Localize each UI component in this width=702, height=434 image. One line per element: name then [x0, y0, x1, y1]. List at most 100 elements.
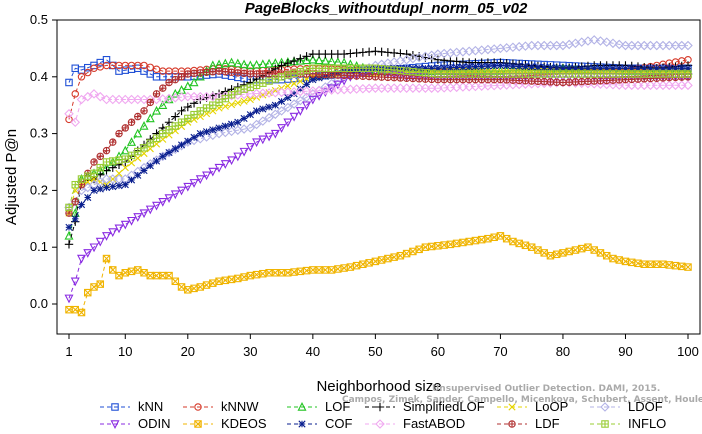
data-point-kdeos — [440, 241, 448, 249]
data-point-kdeos — [396, 252, 404, 260]
data-point-odin — [95, 237, 105, 247]
data-point-inflo — [128, 152, 135, 159]
data-point-ldf — [109, 138, 116, 146]
data-point-ldf — [509, 77, 517, 84]
data-point-cof — [684, 64, 692, 72]
data-point-kdeos — [140, 269, 148, 277]
data-point-fastabod — [614, 80, 625, 90]
data-point-ldf — [147, 99, 154, 106]
series-kdeos — [65, 232, 692, 317]
data-point-inflo — [472, 70, 479, 78]
data-point-cof — [271, 101, 279, 109]
data-point-kdeos — [578, 245, 586, 253]
data-point-cof — [96, 185, 104, 193]
data-point-kdeos — [534, 246, 542, 254]
data-point-inflo — [453, 70, 460, 78]
data-point-simplifiedlof — [302, 52, 311, 61]
data-point-ldf — [403, 75, 410, 82]
data-point-ldf — [153, 90, 160, 98]
data-point-inflo — [490, 70, 498, 78]
series-odin — [64, 67, 693, 304]
data-point-cof — [421, 64, 429, 72]
data-point-cof — [309, 76, 317, 84]
data-point-odin — [214, 163, 224, 173]
data-point-ldf — [503, 76, 510, 84]
data-point-ldf — [228, 69, 235, 76]
data-point-odin — [314, 91, 324, 101]
data-point-lof — [158, 100, 168, 109]
data-point-simplifiedlof — [214, 89, 224, 99]
data-point-cof — [559, 64, 567, 72]
data-point-ldof — [101, 174, 112, 184]
data-point-inflo — [597, 70, 604, 78]
data-point-ldof — [176, 140, 187, 151]
data-point-kdeos — [252, 271, 261, 279]
data-point-ldf — [159, 84, 166, 92]
data-point-cof — [65, 223, 73, 231]
data-point-odin — [139, 209, 149, 219]
data-point-kdeos — [165, 271, 173, 280]
data-point-ldf — [540, 78, 548, 85]
watermark-line-1: Unsupervised Outlier Detection. DAMI, 20… — [432, 384, 660, 394]
data-point-kdeos — [102, 254, 111, 263]
data-point-lof — [314, 55, 324, 65]
data-point-inflo — [578, 70, 585, 78]
data-point-cof — [115, 182, 123, 190]
data-point-ldf — [378, 73, 385, 81]
data-point-inflo — [584, 70, 592, 78]
data-point-inflo — [153, 135, 160, 142]
data-point-inflo — [122, 155, 129, 163]
data-point-kdeos — [684, 263, 692, 271]
data-point-kdeos — [202, 281, 211, 289]
legend-label: LDOF — [628, 399, 663, 414]
data-point-odin — [177, 186, 187, 196]
data-point-inflo — [672, 70, 679, 78]
data-point-fastabod — [608, 79, 618, 90]
data-point-ldof — [608, 38, 618, 49]
x-tick-label: 60 — [431, 344, 445, 359]
legend-label: LOF — [325, 399, 350, 414]
data-point-inflo — [253, 82, 260, 89]
legend-label: COF — [325, 416, 353, 431]
data-point-inflo — [365, 65, 373, 72]
data-point-lof — [239, 59, 249, 69]
data-point-kdeos — [684, 263, 692, 271]
data-point-ldf — [528, 77, 535, 85]
data-point-cof — [140, 166, 148, 175]
data-point-kdeos — [328, 266, 336, 274]
data-point-kdeos — [259, 270, 267, 278]
data-point-inflo — [684, 70, 692, 78]
data-point-kdeos — [621, 257, 630, 265]
data-point-ldf — [534, 78, 542, 85]
data-point-cof — [209, 126, 217, 134]
data-point-ldf — [122, 124, 129, 132]
data-point-lof — [227, 57, 237, 67]
data-point-fastabod — [376, 83, 387, 93]
data-point-inflo — [616, 70, 623, 78]
legend-label: ODIN — [138, 416, 171, 431]
data-point-knn — [102, 56, 111, 64]
legend-label: kNNW — [221, 399, 259, 414]
data-point-odin — [302, 101, 312, 111]
data-point-kdeos — [234, 274, 242, 283]
data-point-kdeos — [421, 243, 429, 251]
data-point-simplifiedlof — [183, 102, 192, 112]
data-point-inflo — [134, 148, 141, 155]
data-point-kdeos — [84, 289, 92, 297]
data-point-cof — [84, 193, 92, 202]
data-point-ldf — [140, 107, 148, 115]
data-point-ldf — [340, 72, 348, 79]
data-point-cof — [284, 94, 292, 102]
data-point-kdeos — [290, 268, 298, 276]
data-point-inflo — [666, 70, 673, 78]
data-point-lof — [152, 105, 162, 115]
data-point-inflo — [503, 70, 510, 78]
data-point-cof — [109, 183, 117, 191]
x-tick-label: 80 — [556, 344, 570, 359]
data-point-kdeos — [634, 259, 642, 267]
data-point-fastabod — [645, 80, 656, 91]
data-point-kdeos — [565, 247, 573, 256]
data-point-kdeos — [296, 267, 304, 275]
data-point-odin — [77, 254, 87, 264]
data-point-fastabod — [95, 91, 106, 102]
